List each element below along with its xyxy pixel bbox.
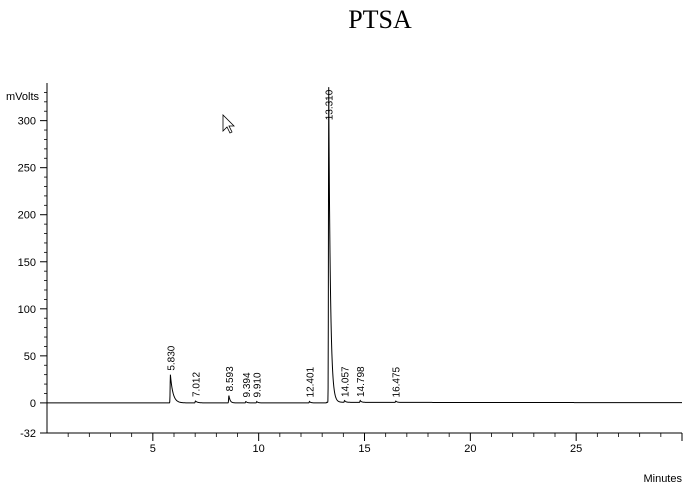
y-tick-label: 200 [18, 210, 36, 222]
peak-label: 9.910 [253, 372, 264, 397]
y-tick-label: 150 [18, 257, 36, 269]
y-axis-label: mVolts [6, 91, 40, 103]
y-tick-label: 100 [18, 304, 36, 316]
x-tick-label: 15 [358, 443, 370, 455]
y-tick-label: 300 [18, 116, 36, 128]
peak-label: 16.475 [392, 366, 403, 397]
peak-label: 14.057 [341, 366, 352, 397]
x-tick-label: 10 [253, 443, 265, 455]
signal-trace [47, 87, 682, 404]
peak-label: 8.593 [225, 366, 236, 391]
x-axis-label: Minutes [643, 473, 682, 485]
peak-label: 13.310 [325, 89, 336, 120]
y-tick-label: 50 [24, 351, 36, 363]
mouse-cursor-icon [222, 114, 235, 134]
chart-title: PTSA [348, 5, 412, 34]
peak-label: 12.401 [305, 366, 316, 397]
peak-label: 9.394 [242, 372, 253, 397]
y-tick-label: 250 [18, 163, 36, 175]
axis-ticks: -32 0 50 100 150 200 250 300 5 10 15 20 25 [18, 92, 662, 455]
x-tick-label: 5 [150, 443, 156, 455]
y-tick-label: 0 [30, 398, 36, 410]
peak-label: 5.830 [166, 345, 177, 370]
x-tick-label: 25 [570, 443, 582, 455]
x-tick-label: 20 [464, 443, 476, 455]
peak-label: 14.798 [356, 366, 367, 397]
y-tick-label: -32 [20, 428, 36, 440]
peak-label: 7.012 [191, 372, 202, 397]
peak-labels: 5.830 7.012 8.593 9.394 9.910 12.401 13.310 14.… [166, 89, 402, 397]
